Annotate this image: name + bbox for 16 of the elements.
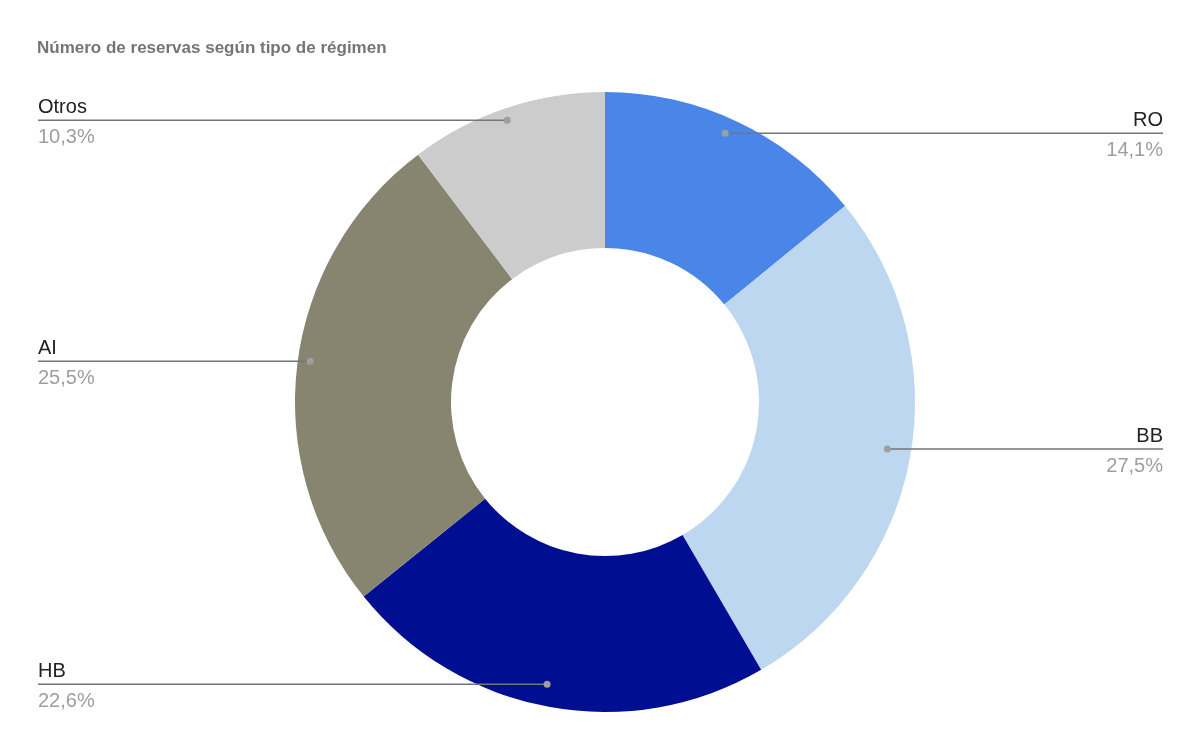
data-label: 22,6% <box>38 689 95 712</box>
slice-label: Otros <box>38 95 87 118</box>
data-label: 27,5% <box>1106 454 1164 477</box>
data-label: 14,1% <box>1106 138 1164 161</box>
donut-slice <box>682 205 915 670</box>
slice-label: AI <box>38 336 57 359</box>
data-label: 10,3% <box>38 125 95 148</box>
slice-label: BB <box>1136 424 1163 447</box>
slice-label: RO <box>1133 108 1163 131</box>
chart-title: Número de reservas según tipo de régimen <box>37 38 387 58</box>
donut-slice <box>605 92 846 305</box>
donut-slice <box>295 154 513 597</box>
donut-slice <box>418 92 605 280</box>
donut-slice <box>363 498 762 712</box>
data-label: 25,5% <box>38 366 95 389</box>
slice-label: HB <box>38 659 66 682</box>
